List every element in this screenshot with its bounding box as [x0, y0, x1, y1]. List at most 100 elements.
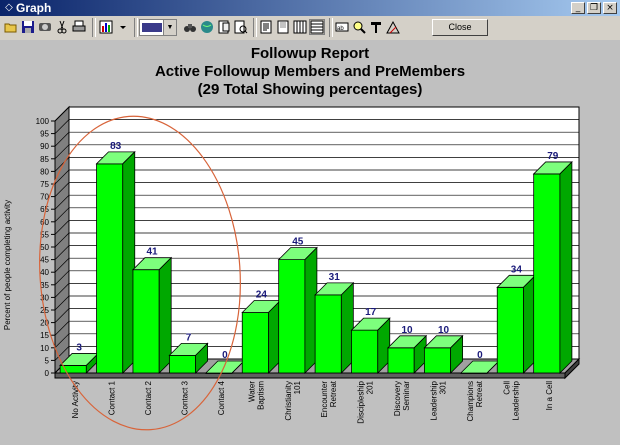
y-tick-label: 90: [40, 142, 49, 151]
plot-area: 0510152025303540455055606570758085909510…: [36, 105, 581, 431]
y-tick-label: 85: [40, 155, 49, 164]
x-category-label: Christianity101: [284, 380, 302, 420]
x-category-label-line: No Activity: [71, 381, 80, 418]
bar-side: [450, 334, 464, 374]
chevron-down-icon[interactable]: ▼: [163, 20, 176, 35]
gridline: [54, 295, 579, 311]
x-category-label-line: Baptism: [256, 381, 265, 410]
grid-icon[interactable]: [275, 19, 291, 35]
bar: [168, 354, 197, 374]
y-tick-label: 45: [40, 256, 49, 265]
bar-value-label: 10: [438, 325, 450, 336]
restore-icon[interactable]: ❐: [587, 2, 601, 14]
x-category-label: DiscoverySeminar: [393, 381, 411, 416]
preview-icon[interactable]: [233, 19, 249, 35]
x-category-label: No Activity: [71, 381, 80, 418]
copy-icon[interactable]: [37, 19, 53, 35]
print-icon[interactable]: [71, 19, 87, 35]
list-icon[interactable]: [292, 19, 308, 35]
y-tick-label: 55: [40, 230, 49, 239]
chart-area: Followup Report Active Followup Members …: [0, 40, 620, 440]
toolbar-separator: [329, 18, 333, 37]
gridline: [54, 308, 579, 323]
bar-value-label: 45: [292, 237, 304, 248]
label-icon[interactable]: ab: [334, 19, 350, 35]
x-category-label-line: Encounter: [320, 381, 329, 418]
toolbar-separator: [92, 18, 96, 37]
x-category-label-line: Contact 4: [217, 380, 226, 415]
cut-icon[interactable]: [54, 19, 70, 35]
gridline: [54, 283, 579, 298]
gridline: [54, 207, 579, 223]
y-tick-label: 40: [40, 268, 49, 277]
bar-value-label: 10: [402, 325, 414, 336]
bar-value-label: 3: [76, 342, 82, 353]
y-tick-label: 70: [40, 193, 49, 202]
y-tick-label: 0: [45, 369, 50, 378]
x-category-label: WaterBaptism: [247, 381, 265, 410]
gridline: [54, 270, 579, 286]
y-tick-label: 5: [45, 356, 50, 365]
bar: [96, 163, 124, 374]
x-category-label: CellLeadership: [502, 380, 520, 420]
gridline: [54, 220, 579, 235]
x-category-label-line: Christianity: [284, 381, 293, 421]
x-category-label-line: Discipleship: [357, 380, 366, 423]
binoculars-icon[interactable]: [182, 19, 198, 35]
x-category-label: Contact 3: [181, 380, 190, 415]
color-swatch: [142, 23, 162, 32]
app-icon: ◇: [5, 2, 13, 13]
bar: [278, 259, 306, 374]
title-bar[interactable]: ◇ Graph _ ❐ ×: [0, 0, 620, 16]
text-icon[interactable]: [258, 19, 274, 35]
bar: [351, 329, 379, 374]
save-icon[interactable]: [20, 19, 36, 35]
bar: [132, 269, 160, 374]
gridline: [54, 232, 579, 248]
zoom-icon[interactable]: [351, 19, 367, 35]
x-category-label-line: Contact 2: [144, 380, 153, 415]
globe-icon[interactable]: [199, 19, 215, 35]
tools-icon[interactable]: [368, 19, 384, 35]
x-category-label-line: Leadership: [430, 380, 439, 420]
y-tick-label: 30: [40, 293, 49, 302]
page-icon[interactable]: [216, 19, 232, 35]
wizard-icon[interactable]: [385, 19, 401, 35]
bar-value-label: 0: [477, 350, 483, 361]
bar-value-label: 31: [329, 272, 341, 283]
y-tick-label: 20: [40, 319, 49, 328]
bar-value-label: 24: [256, 290, 268, 301]
x-category-label-line: 301: [439, 380, 448, 394]
bar-value-label: 41: [147, 247, 159, 258]
bar: [423, 347, 452, 374]
color-combo[interactable]: ▼: [139, 19, 177, 36]
close-icon[interactable]: ×: [603, 2, 617, 14]
gridline: [54, 320, 579, 336]
x-category-label-line: Seminar: [402, 381, 411, 411]
y-tick-label: 35: [40, 281, 49, 290]
open-folder-icon[interactable]: [3, 19, 19, 35]
x-category-label: EncounterRetreat: [320, 380, 338, 417]
svg-text:ab: ab: [337, 26, 344, 32]
x-category-label: Discipleship201: [357, 380, 375, 423]
x-category-label-line: Water: [247, 381, 256, 402]
close-button[interactable]: Close: [432, 19, 488, 36]
table-icon[interactable]: [309, 19, 325, 35]
minimize-icon[interactable]: _: [571, 2, 585, 14]
dropdown-arrow-icon[interactable]: [116, 19, 130, 35]
bar-side: [559, 160, 573, 374]
bar-value-label: 7: [186, 332, 192, 343]
gridline: [54, 333, 579, 349]
y-tick-label: 10: [40, 344, 49, 353]
x-category-label: Leadership301: [430, 380, 448, 420]
window-title: Graph: [16, 1, 52, 15]
chart-type-icon[interactable]: [98, 19, 114, 35]
x-category-label-line: Retreat: [329, 380, 338, 407]
x-category-label-line: In a Cell: [545, 381, 554, 411]
plot-floor-edge-side: [564, 357, 580, 380]
gridline: [54, 257, 579, 273]
bar-value-label: 0: [222, 350, 228, 361]
y-tick-label: 65: [40, 205, 49, 214]
bar: [387, 347, 415, 374]
